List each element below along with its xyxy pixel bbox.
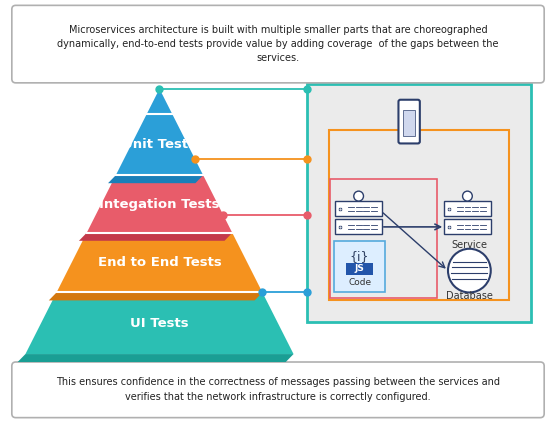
Polygon shape — [79, 233, 232, 241]
FancyBboxPatch shape — [399, 100, 420, 143]
Polygon shape — [18, 354, 294, 362]
Polygon shape — [49, 292, 262, 300]
FancyBboxPatch shape — [335, 219, 382, 234]
Circle shape — [463, 191, 472, 201]
Text: Code: Code — [348, 278, 371, 287]
Text: {i}: {i} — [350, 250, 369, 263]
FancyBboxPatch shape — [346, 263, 373, 275]
Polygon shape — [147, 89, 172, 114]
Text: This ensures confidence in the correctness of messages passing between the servi: This ensures confidence in the correctne… — [56, 377, 500, 402]
Text: UI Tests: UI Tests — [130, 317, 189, 330]
Text: JS: JS — [355, 264, 365, 273]
Text: Microservices architecture is built with multiple smaller parts that are choreog: Microservices architecture is built with… — [57, 25, 499, 63]
FancyBboxPatch shape — [12, 362, 544, 418]
Polygon shape — [87, 175, 232, 233]
Polygon shape — [108, 175, 203, 183]
Circle shape — [448, 249, 491, 292]
Text: Database: Database — [446, 291, 493, 302]
Text: Integation Tests: Integation Tests — [99, 198, 220, 211]
FancyBboxPatch shape — [335, 201, 382, 216]
Polygon shape — [116, 114, 203, 175]
Text: Unit Tests: Unit Tests — [122, 138, 196, 151]
Text: End to End Tests: End to End Tests — [98, 256, 221, 269]
FancyBboxPatch shape — [334, 241, 385, 292]
FancyBboxPatch shape — [12, 5, 544, 83]
FancyBboxPatch shape — [403, 110, 415, 135]
FancyBboxPatch shape — [307, 84, 530, 322]
Circle shape — [354, 191, 364, 201]
FancyBboxPatch shape — [444, 201, 491, 216]
Polygon shape — [57, 233, 262, 292]
Polygon shape — [26, 292, 294, 354]
Text: Service: Service — [451, 240, 488, 250]
FancyBboxPatch shape — [444, 219, 491, 234]
